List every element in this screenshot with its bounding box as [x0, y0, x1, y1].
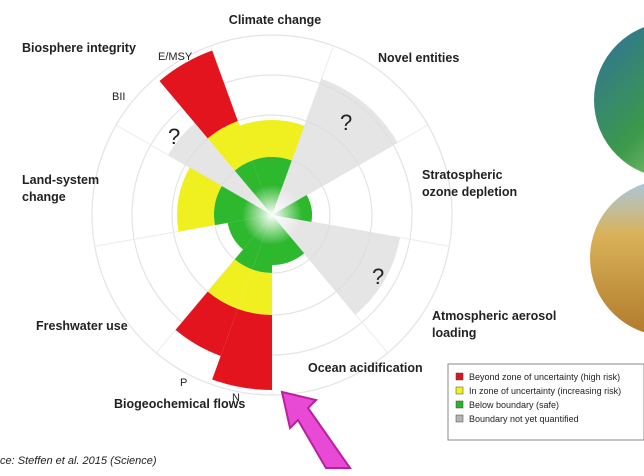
legend: Beyond zone of uncertainty (high risk) I…	[447, 363, 644, 441]
wedge-red	[212, 308, 272, 390]
center-glow	[242, 185, 302, 245]
label: change	[22, 190, 66, 204]
photo-algae	[594, 27, 644, 173]
sub-label: N	[232, 392, 240, 404]
label: Novel entities	[378, 51, 459, 65]
arrow	[280, 390, 352, 469]
label: Biogeochemical flows	[114, 397, 245, 411]
wedge-yellow	[177, 167, 222, 232]
sub-label: P	[180, 377, 187, 389]
label: Atmospheric aerosol	[432, 309, 556, 323]
legend-swatch	[455, 386, 464, 395]
wedge-grey	[272, 215, 401, 315]
label: loading	[432, 326, 476, 340]
sub-label: E/MSY	[158, 51, 193, 63]
label: Freshwater use	[36, 319, 128, 333]
legend-swatch	[455, 400, 464, 409]
legend-entry: In zone of uncertainty (increasing risk)	[469, 386, 621, 396]
wedge-red	[175, 291, 238, 356]
wedge-grey	[168, 123, 272, 215]
sub-label: BII	[112, 91, 125, 103]
legend-swatch	[455, 372, 464, 381]
legend-entry: Boundary not yet quantified	[469, 414, 579, 424]
label: ozone depletion	[422, 185, 517, 199]
legend-box	[447, 363, 644, 441]
source: ce: Steffen et al. 2015 (Science)	[0, 455, 157, 467]
label: Stratospheric	[422, 168, 503, 182]
wedge-yellow	[239, 120, 305, 161]
label: Land-system	[22, 173, 99, 187]
label: Climate change	[229, 13, 321, 27]
wedge-yellow	[207, 259, 253, 309]
label: Ocean acidification	[308, 361, 423, 375]
legend-entry: Below boundary (safe)	[469, 400, 559, 410]
photo-wheat	[590, 183, 644, 333]
question-mark: ?	[168, 124, 180, 149]
question-mark: ?	[372, 264, 384, 289]
wedge-red	[159, 50, 238, 139]
wedge-grey	[272, 78, 398, 215]
wedge-yellow	[237, 269, 272, 315]
question-mark: ?	[340, 110, 352, 135]
legend-entry: Beyond zone of uncertainty (high risk)	[469, 372, 620, 382]
wedge-yellow	[207, 121, 253, 171]
label: Biosphere integrity	[22, 41, 136, 55]
legend-swatch	[455, 414, 464, 423]
